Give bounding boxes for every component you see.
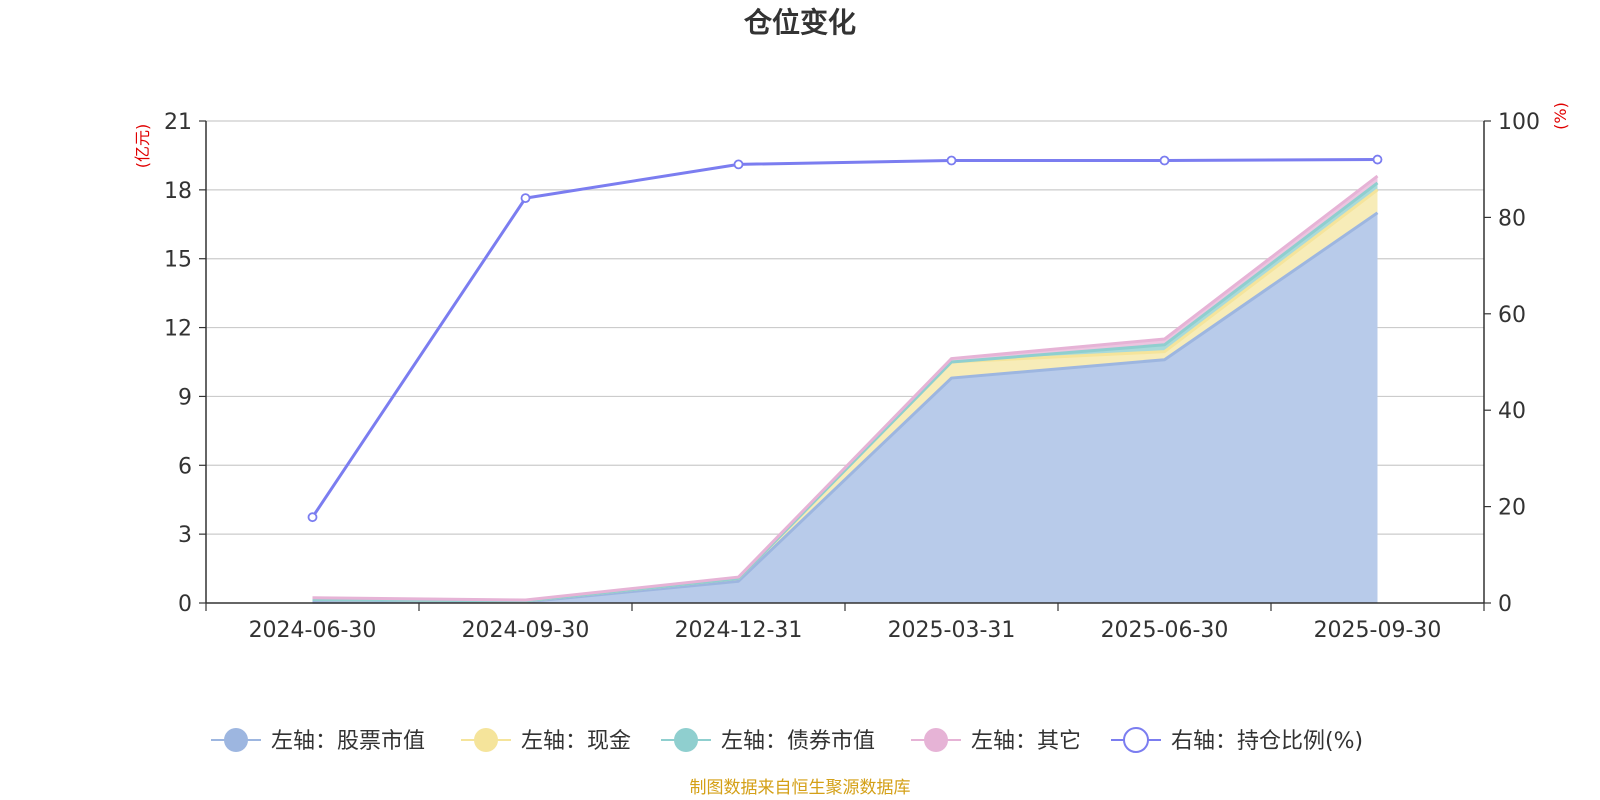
left-axis-tick-label: 15 [164,248,192,273]
ratio-line [307,154,1383,523]
x-axis-tick-label: 2025-09-30 [1314,618,1442,643]
area-line-左轴：其它 [312,174,1379,602]
left-axis-tick-label: 0 [178,592,192,617]
legend-item[interactable]: 左轴：现金 [461,728,631,754]
legend-label: 左轴：股票市值 [271,729,425,754]
ratio-line-point [307,512,318,523]
legend-circle-marker [674,728,698,752]
left-axis-tick-label: 18 [164,179,192,204]
right-axis-tick-label: 0 [1498,592,1512,617]
x-axis-tick-label: 2025-03-31 [888,618,1016,643]
legend: 左轴：股票市值 左轴：现金 左轴：债券市值 左轴：其它 右轴：持仓比例(%) [211,727,1363,754]
left-axis-unit: (亿元) [133,124,152,169]
x-axis-tick-label: 2024-12-31 [675,618,803,643]
right-axis-tick-label: 20 [1498,496,1526,521]
legend-label: 左轴：现金 [521,729,631,754]
grid-lines [206,120,1484,535]
left-axis-tick-label: 21 [164,110,192,135]
legend-label: 右轴：持仓比例(%) [1171,729,1363,754]
right-axis-unit: (%) [1551,102,1570,130]
right-axis-tick-label: 80 [1498,206,1526,231]
legend-item[interactable]: 左轴：债券市值 [661,728,875,754]
legend-circle-marker [1123,727,1149,753]
right-axis-tick-label: 60 [1498,303,1526,328]
right-axis-tick-label: 40 [1498,399,1526,424]
left-axis-tick-label: 9 [178,385,192,410]
ratio-line-point [520,193,531,204]
x-axis-tick-label: 2024-09-30 [462,618,590,643]
left-axis-tick-label: 6 [178,454,192,479]
x-axis-tick-label: 2025-06-30 [1101,618,1229,643]
chart-title: 仓位变化 [744,6,856,39]
stacked-areas [312,174,1379,604]
ratio-line-point [733,159,744,170]
left-axis-tick-label: 12 [164,317,192,342]
ratio-line-path [311,158,1378,519]
axes: 0 3 6 9 12 15 18 21 0 20 40 60 80 100 2024-06-30 2024-0… [164,110,1540,643]
ratio-line-point [946,155,957,166]
area-fill-左轴：股票市值 [312,212,1378,604]
legend-circle-marker [924,728,948,752]
legend-item[interactable]: 右轴：持仓比例(%) [1111,727,1363,754]
legend-label: 左轴：债券市值 [721,729,875,754]
ratio-line-point [1372,154,1383,165]
legend-item[interactable]: 左轴：其它 [911,728,1081,754]
right-axis-tick-label: 100 [1498,110,1540,135]
ratio-line-point [1159,155,1170,166]
left-axis-tick-label: 3 [178,523,192,548]
legend-circle-marker [224,728,248,752]
legend-item[interactable]: 左轴：股票市值 [211,728,425,754]
legend-circle-marker [474,728,498,752]
data-source-note: 制图数据来自恒生聚源数据库 [690,778,911,798]
legend-label: 左轴：其它 [971,729,1081,754]
x-axis-tick-label: 2024-06-30 [249,618,377,643]
